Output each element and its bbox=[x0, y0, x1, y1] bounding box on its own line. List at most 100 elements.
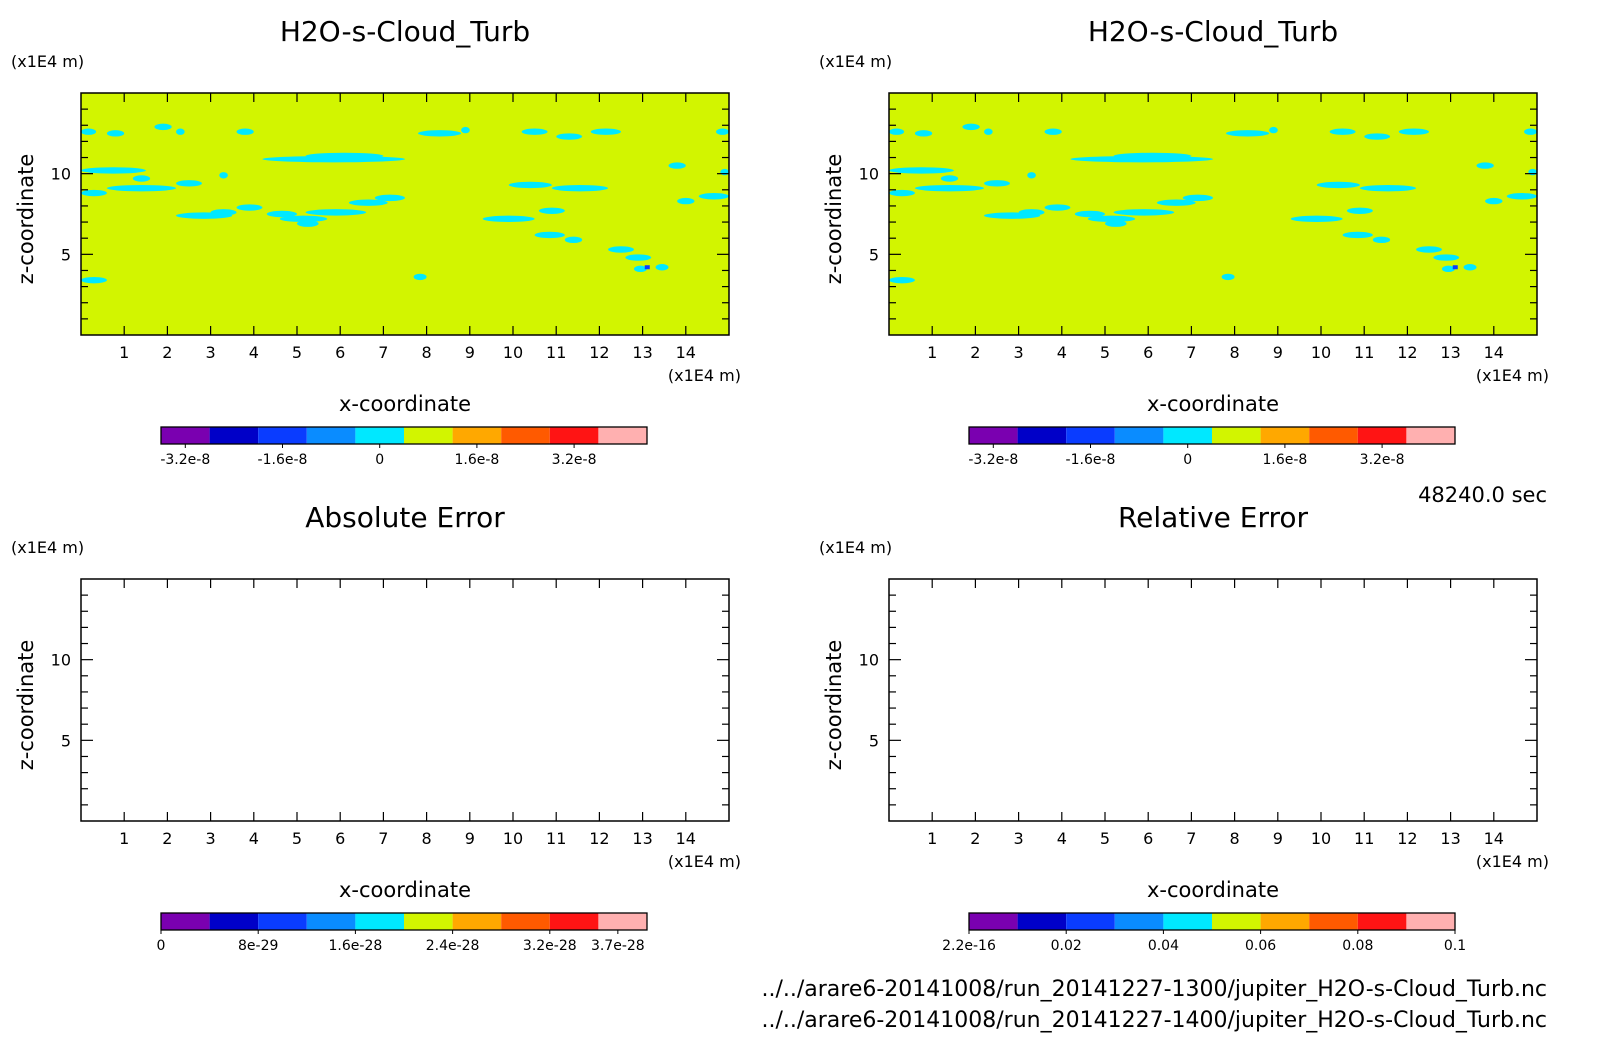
cloud-patch bbox=[508, 181, 552, 189]
x-tick-label: 8 bbox=[1230, 829, 1240, 848]
colorbar-tick-label: 2.4e-28 bbox=[426, 938, 480, 954]
colorbar-segment bbox=[306, 427, 356, 444]
cloud-patch bbox=[984, 128, 993, 135]
colorbar-segment bbox=[1066, 913, 1115, 930]
cloud-patch bbox=[348, 199, 388, 206]
panel-1: H2O-s-Cloud_Turb(x1E4 m)1 2 3 4 5 6 7 8 9 10 11 12 1… bbox=[11, 15, 741, 468]
x-tick-label: 1 bbox=[927, 829, 937, 848]
x-tick-label: 5 bbox=[1100, 343, 1110, 362]
colorbar-tick-label: 0 bbox=[1183, 452, 1192, 468]
colorbar-segment bbox=[1357, 913, 1407, 930]
cloud-patch bbox=[81, 276, 107, 284]
cloud-patch bbox=[482, 215, 535, 223]
x-tick-label: 12 bbox=[1397, 829, 1417, 848]
x-tick-label: 14 bbox=[1484, 343, 1504, 362]
cloud-patch bbox=[1441, 265, 1455, 273]
cloud-patch bbox=[81, 167, 146, 174]
panel-4: Relative Error(x1E4 m)1 2 3 4 5 6 7 8 9 10 11 12 13 1… bbox=[819, 501, 1549, 954]
cloud-patch bbox=[677, 197, 695, 205]
cloud-patch bbox=[1225, 130, 1270, 137]
file-path-1: ../../arare6-20141008/run_20141227-1300/… bbox=[761, 977, 1547, 1002]
colorbar-tick-label: 1.6e-28 bbox=[329, 938, 383, 954]
colorbar-segment bbox=[1114, 427, 1164, 444]
colorbar-segment bbox=[1114, 913, 1164, 930]
cloud-patch bbox=[1156, 199, 1196, 206]
cloud-patch bbox=[590, 128, 621, 135]
x-tick-label: 14 bbox=[676, 343, 696, 362]
colorbar-tick-label: 0.08 bbox=[1342, 938, 1373, 954]
panels: H2O-s-Cloud_Turb(x1E4 m)1 2 3 4 5 6 7 8 9 10 11 12 1… bbox=[11, 15, 1549, 954]
cloud-patch bbox=[1485, 197, 1503, 205]
x-axis-label: x-coordinate bbox=[339, 392, 471, 416]
cloud-patch bbox=[1269, 126, 1278, 134]
cloud-patch bbox=[1290, 215, 1343, 223]
cloud-patch bbox=[210, 209, 237, 216]
time-label: 48240.0 sec bbox=[1418, 483, 1547, 507]
chart-title: H2O-s-Cloud_Turb bbox=[1088, 15, 1338, 48]
cloud-patch bbox=[1342, 231, 1373, 239]
colorbar-segment bbox=[1260, 913, 1310, 930]
cloud-patch bbox=[1528, 168, 1538, 176]
x-tick-label: 6 bbox=[1143, 343, 1153, 362]
y-unit-label: (x1E4 m) bbox=[819, 538, 892, 557]
y-unit-label: (x1E4 m) bbox=[11, 538, 84, 557]
colorbar-segment bbox=[1406, 913, 1455, 930]
x-tick-label: 8 bbox=[1230, 343, 1240, 362]
x-tick-label: 4 bbox=[1057, 829, 1067, 848]
colorbar-tick-label: 0 bbox=[157, 938, 166, 954]
cloud-patch bbox=[305, 152, 384, 160]
colorbar-segment bbox=[209, 427, 259, 444]
colorbar-segment bbox=[161, 427, 210, 444]
colorbar-tick-label: -3.2e-8 bbox=[968, 452, 1018, 468]
x-tick-label: 14 bbox=[1484, 829, 1504, 848]
cloud-patch bbox=[534, 231, 565, 239]
y-unit-label: (x1E4 m) bbox=[819, 52, 892, 71]
cloud-patch bbox=[1044, 204, 1071, 211]
colorbar-tick-label: 1.6e-8 bbox=[454, 452, 499, 468]
cloud-patch bbox=[279, 215, 328, 223]
x-tick-label: 8 bbox=[422, 343, 432, 362]
x-tick-label: 7 bbox=[1186, 343, 1196, 362]
colorbar-segment bbox=[598, 913, 647, 930]
colorbar-segment bbox=[1066, 427, 1115, 444]
y-tick-label: 10 bbox=[859, 651, 879, 670]
cloud-patch bbox=[1316, 181, 1360, 189]
y-tick-label: 10 bbox=[51, 651, 71, 670]
colorbar-segment bbox=[501, 427, 550, 444]
colorbar-segment bbox=[1357, 427, 1407, 444]
x-tick-label: 2 bbox=[162, 829, 172, 848]
colorbar-tick-label: -3.2e-8 bbox=[160, 452, 210, 468]
x-tick-label: 9 bbox=[1273, 343, 1283, 362]
cloud-patch bbox=[556, 133, 583, 140]
colorbar-tick-label: 0.02 bbox=[1051, 938, 1082, 954]
cloud-patch bbox=[176, 180, 202, 187]
cloud-patch bbox=[1364, 133, 1391, 140]
cloud-patch bbox=[940, 175, 959, 182]
colorbar-segment bbox=[258, 913, 307, 930]
panel-3: Absolute Error(x1E4 m)1 2 3 4 5 6 7 8 9 10 11 12 13 1… bbox=[11, 501, 741, 954]
y-axis-label: z-coordinate bbox=[822, 640, 846, 771]
cloud-patch bbox=[1087, 215, 1136, 223]
cloud-patch bbox=[984, 180, 1010, 187]
cloud-patch bbox=[1524, 128, 1537, 135]
colorbar-segment bbox=[1017, 913, 1067, 930]
colorbar-segment bbox=[209, 913, 259, 930]
cloud-patch bbox=[1074, 210, 1105, 218]
y-tick-label: 10 bbox=[51, 165, 71, 184]
cloud-patch bbox=[521, 128, 548, 135]
colorbar-tick-label: 3.2e-8 bbox=[552, 452, 597, 468]
x-tick-label: 11 bbox=[1354, 343, 1374, 362]
x-tick-label: 6 bbox=[335, 829, 345, 848]
colorbar-segment bbox=[501, 913, 550, 930]
y-axis-label: z-coordinate bbox=[14, 640, 38, 771]
y-axis-label: z-coordinate bbox=[14, 154, 38, 285]
colorbar-tick-label: 8e-29 bbox=[238, 938, 278, 954]
cloud-patch bbox=[668, 162, 686, 169]
colorbar-tick-label: -1.6e-8 bbox=[258, 452, 308, 468]
plot-frame bbox=[888, 578, 1538, 822]
cloud-patch bbox=[889, 189, 915, 197]
cloud-patch bbox=[633, 265, 647, 273]
cloud-patch bbox=[1476, 162, 1494, 169]
x-tick-label: 2 bbox=[162, 343, 172, 362]
